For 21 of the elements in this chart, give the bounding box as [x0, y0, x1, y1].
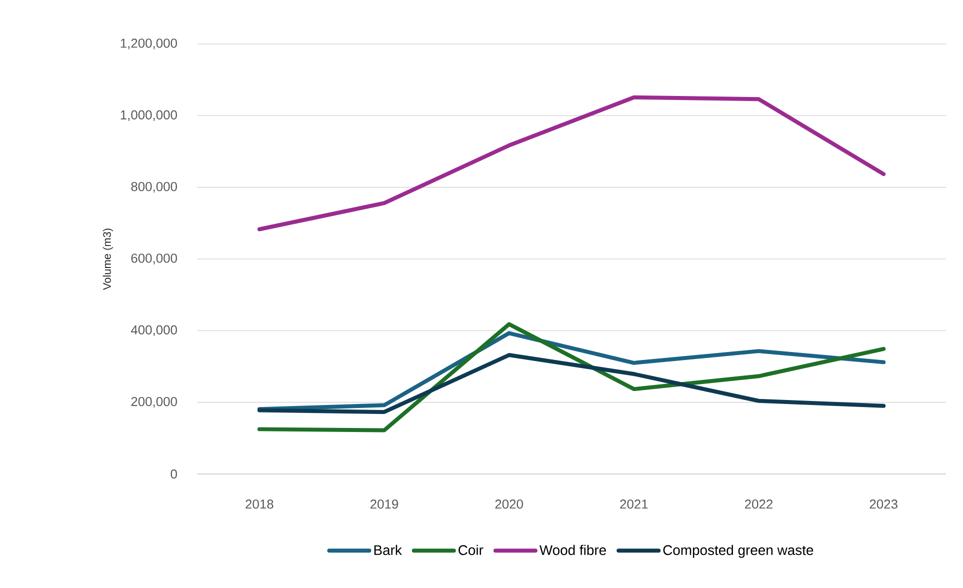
y-axis-title: Volume (m3) [102, 228, 114, 290]
legend-label: Coir [458, 544, 484, 556]
y-tick-label: 800,000 [131, 182, 177, 193]
x-tick-label: 2023 [870, 500, 898, 509]
x-tick-label: 2018 [246, 500, 274, 509]
x-tick-label: 2019 [370, 500, 398, 509]
line-series [257, 95, 886, 232]
legend-label: Wood fibre [539, 544, 606, 556]
x-tick-label: 2021 [620, 500, 648, 509]
y-tick-label: 1,200,000 [120, 38, 177, 50]
line-series [257, 322, 886, 432]
y-tick-label: 200,000 [131, 396, 177, 408]
line-series [257, 353, 886, 414]
y-tick-label: 600,000 [131, 254, 177, 264]
legend-label: Bark [374, 544, 402, 556]
legend-label: Composted green waste [663, 544, 814, 558]
y-tick-label: 1,000,000 [120, 110, 177, 121]
x-tick-label: 2022 [745, 500, 772, 509]
y-tick-label: 0 [170, 469, 177, 479]
x-tick-label: 2020 [495, 500, 523, 509]
y-tick-label: 400,000 [130, 325, 177, 336]
